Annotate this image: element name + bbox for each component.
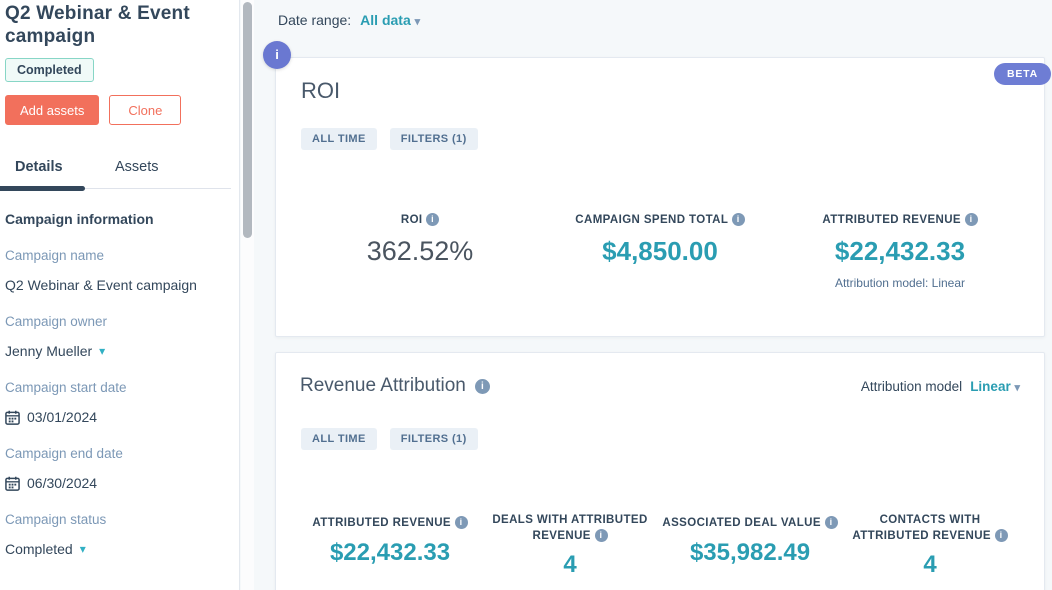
metric-contacts-with-attributed-revenue: CONTACTS WITH ATTRIBUTED REVENUE i 4 bbox=[840, 513, 1020, 579]
attribution-model-value: Linear bbox=[970, 378, 1011, 394]
metric-label: ASSOCIATED DEAL VALUE i bbox=[662, 516, 838, 532]
campaign-title: Q2 Webinar & Event campaign bbox=[5, 3, 190, 47]
campaign-end-date-value[interactable]: 06/30/2024 bbox=[5, 475, 231, 491]
attribution-model-dropdown[interactable]: Linear ▾ bbox=[970, 379, 1020, 394]
metric-associated-deal-value: ASSOCIATED DEAL VALUE i $35,982.49 bbox=[660, 513, 840, 579]
action-buttons: Add assets Clone bbox=[5, 95, 231, 125]
campaign-start-date-value[interactable]: 03/01/2024 bbox=[5, 409, 231, 425]
attributed-revenue-value: $22,432.33 bbox=[329, 538, 451, 566]
filters-chip[interactable]: FILTERS (1) bbox=[389, 128, 478, 150]
attribution-model-label: Attribution model bbox=[860, 378, 963, 394]
metric-label: ATTRIBUTED REVENUE i bbox=[822, 213, 978, 229]
filters-chip[interactable]: FILTERS (1) bbox=[389, 428, 478, 450]
campaign-status-value: Completed bbox=[5, 541, 73, 557]
roi-metrics-row: ROI i 362.52% CAMPAIGN SPEND TOTAL i $4,… bbox=[300, 210, 1020, 290]
metric-campaign-spend-total: CAMPAIGN SPEND TOTAL i $4,850.00 bbox=[540, 210, 780, 290]
attributed-revenue-value: $22,432.33 bbox=[834, 235, 966, 266]
info-icon[interactable]: i bbox=[474, 378, 490, 394]
calendar-icon bbox=[5, 410, 20, 425]
metric-attributed-revenue: ATTRIBUTED REVENUE i $22,432.33 bbox=[300, 513, 480, 579]
tab-details[interactable]: Details bbox=[15, 159, 63, 175]
beta-badge: BETA bbox=[993, 63, 1051, 85]
revenue-card-title-row: Revenue Attribution i bbox=[300, 375, 490, 397]
metric-label: DEALS WITH ATTRIBUTED REVENUE i bbox=[492, 514, 648, 542]
attribution-model-caption: Attribution model: Linear bbox=[834, 275, 966, 290]
attribution-model-selector: Attribution model Linear ▾ bbox=[861, 379, 1020, 394]
date-range-label: Date range: bbox=[278, 12, 352, 28]
campaign-information-heading: Campaign information bbox=[5, 211, 154, 227]
campaign-owner-dropdown[interactable]: Jenny Mueller ▾ bbox=[5, 343, 231, 359]
roi-card: BETA ROI ALL TIME FILTERS (1) ROI i 362.… bbox=[275, 57, 1051, 337]
sidebar-tabs: Details Assets bbox=[0, 151, 231, 191]
metric-label: CONTACTS WITH ATTRIBUTED REVENUE i bbox=[840, 513, 1020, 544]
add-assets-button[interactable]: Add assets bbox=[5, 95, 100, 125]
contacts-count-value: 4 bbox=[923, 551, 937, 579]
info-icon[interactable]: i bbox=[454, 516, 468, 529]
campaign-name-value: Q2 Webinar & Event campaign bbox=[5, 277, 197, 293]
sidebar-scrollbar-track[interactable] bbox=[241, 0, 254, 590]
revenue-attribution-card: Revenue Attribution i Attribution model … bbox=[275, 352, 1045, 590]
field-value: Q2 Webinar & Event campaign bbox=[5, 277, 231, 293]
campaign-sidebar: Q2 Webinar & Event campaign Completed Ad… bbox=[0, 0, 240, 590]
roi-value: 362.52% bbox=[366, 235, 474, 266]
campaign-status-dropdown[interactable]: Completed ▾ bbox=[5, 541, 231, 557]
metric-label: ROI i bbox=[401, 213, 440, 229]
date-range-dropdown[interactable]: All data ▾ bbox=[360, 12, 420, 28]
info-icon[interactable]: i bbox=[964, 213, 978, 226]
associated-deal-value: $35,982.49 bbox=[689, 538, 811, 566]
deals-count-value: 4 bbox=[563, 551, 577, 579]
roi-card-title: ROI bbox=[301, 78, 341, 103]
all-time-chip[interactable]: ALL TIME bbox=[301, 428, 377, 450]
revenue-card-title: Revenue Attribution bbox=[300, 375, 466, 396]
revenue-filter-chips: ALL TIME FILTERS (1) bbox=[301, 428, 478, 450]
field-campaign-owner: Campaign owner Jenny Mueller ▾ bbox=[5, 314, 231, 359]
metric-attributed-revenue: ATTRIBUTED REVENUE i $22,432.33 Attribut… bbox=[780, 210, 1020, 290]
chevron-down-icon: ▾ bbox=[414, 16, 421, 28]
metric-label: CAMPAIGN SPEND TOTAL i bbox=[575, 213, 745, 229]
revenue-metrics-row: ATTRIBUTED REVENUE i $22,432.33 DEALS WI… bbox=[300, 513, 1020, 579]
info-icon[interactable]: i bbox=[731, 213, 745, 226]
info-icon[interactable]: i bbox=[994, 528, 1008, 542]
status-badge: Completed bbox=[5, 58, 94, 82]
start-date-text: 03/01/2024 bbox=[27, 409, 98, 425]
metric-deals-with-attributed-revenue: DEALS WITH ATTRIBUTED REVENUE i 4 bbox=[480, 513, 660, 579]
info-icon[interactable]: i bbox=[426, 213, 440, 226]
chevron-down-icon: ▾ bbox=[99, 344, 106, 358]
all-time-chip[interactable]: ALL TIME bbox=[301, 128, 377, 150]
info-bubble-button[interactable]: i bbox=[263, 41, 291, 69]
date-range-row: Date range: All data ▾ bbox=[278, 12, 420, 28]
field-label: Campaign name bbox=[5, 248, 105, 263]
chevron-down-icon: ▾ bbox=[79, 542, 86, 556]
campaign-performance-panel: Date range: All data ▾ i BETA ROI ALL TI… bbox=[254, 0, 1052, 590]
clone-button[interactable]: Clone bbox=[109, 95, 182, 125]
date-range-value: All data bbox=[360, 12, 411, 28]
field-campaign-end-date: Campaign end date 06/30/2024 bbox=[5, 446, 231, 491]
field-label: Campaign status bbox=[5, 512, 107, 527]
info-icon[interactable]: i bbox=[594, 528, 608, 542]
chevron-down-icon: ▾ bbox=[1014, 381, 1020, 394]
end-date-text: 06/30/2024 bbox=[27, 475, 98, 491]
field-label: Campaign owner bbox=[5, 314, 108, 329]
field-campaign-start-date: Campaign start date 03/01/2024 bbox=[5, 380, 231, 425]
field-label: Campaign end date bbox=[5, 446, 123, 461]
metric-label: ATTRIBUTED REVENUE i bbox=[312, 516, 468, 532]
metric-roi: ROI i 362.52% bbox=[300, 210, 540, 290]
active-tab-indicator bbox=[0, 186, 85, 191]
info-icon[interactable]: i bbox=[824, 516, 838, 529]
field-campaign-name: Campaign name Q2 Webinar & Event campaig… bbox=[5, 248, 231, 293]
roi-filter-chips: ALL TIME FILTERS (1) bbox=[301, 128, 478, 150]
campaign-owner-value: Jenny Mueller bbox=[5, 343, 93, 359]
tab-assets[interactable]: Assets bbox=[115, 159, 159, 175]
revenue-card-header: Revenue Attribution i Attribution model … bbox=[300, 375, 1020, 397]
sidebar-scrollbar-thumb[interactable] bbox=[243, 2, 252, 238]
calendar-icon bbox=[5, 476, 20, 491]
field-label: Campaign start date bbox=[5, 380, 127, 395]
field-campaign-status: Campaign status Completed ▾ bbox=[5, 512, 231, 557]
campaign-spend-value: $4,850.00 bbox=[602, 235, 718, 266]
